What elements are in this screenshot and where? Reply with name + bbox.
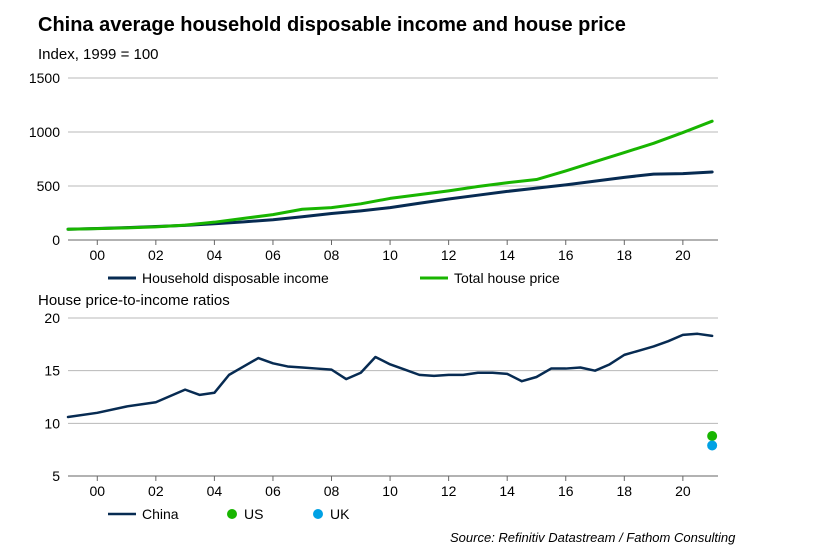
source-text: Source: Refinitiv Datastream / Fathom Co… [450,530,735,545]
chart2-legend: China US UK [0,0,831,560]
svg-text:China: China [142,506,179,522]
svg-text:UK: UK [330,506,350,522]
svg-text:US: US [244,506,263,522]
